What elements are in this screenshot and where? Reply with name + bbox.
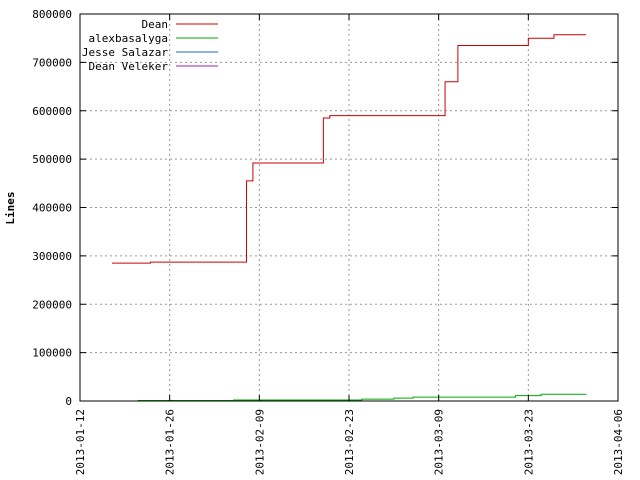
x-tick-label: 2013-03-23 [522,409,535,475]
x-tick-label: 2013-02-23 [343,409,356,475]
y-tick-label: 100000 [32,347,72,360]
series-line-dean [112,34,586,264]
legend-label: Jesse Salazar [82,46,168,59]
y-tick-label: 600000 [32,105,72,118]
legend-label: alexbasalyga [89,32,168,45]
legend-label: Dean [142,18,169,31]
x-tick-label: 2013-04-06 [612,409,625,475]
legend-label: Dean Veleker [89,60,169,73]
y-axis-title: Lines [4,191,17,224]
y-tick-label: 800000 [32,8,72,21]
x-tick-label: 2013-01-26 [164,409,177,475]
y-tick-label: 500000 [32,153,72,166]
x-tick-label: 2013-02-09 [253,409,266,475]
x-axis: 2013-01-12 2013-01-26 2013-02-09 2013-02-23… [74,14,625,475]
y-tick-label: 400000 [32,202,72,215]
y-tick-label: 0 [65,395,72,408]
series-lines [112,34,587,402]
y-axis: 0 100000 200000 300000 400000 500000 600000 700… [32,8,618,408]
series-line-alexbasalyga [137,393,587,402]
x-tick-label: 2013-03-09 [433,409,446,475]
y-tick-label: 300000 [32,250,72,263]
x-tick-label: 2013-01-12 [74,409,87,475]
y-tick-label: 200000 [32,298,72,311]
y-tick-label: 700000 [32,56,72,69]
